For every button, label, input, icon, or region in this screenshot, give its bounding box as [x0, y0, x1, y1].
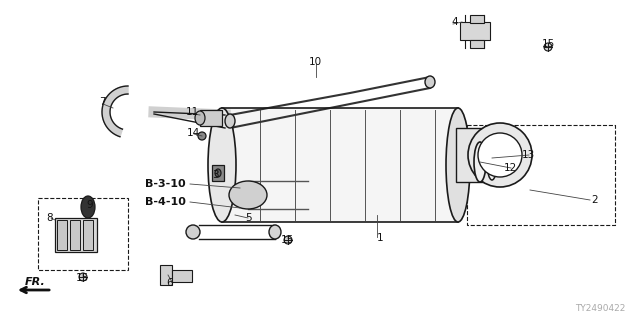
Bar — [470, 15, 484, 23]
Text: 9: 9 — [86, 200, 93, 210]
Ellipse shape — [225, 114, 235, 128]
Text: 15: 15 — [541, 39, 555, 49]
Ellipse shape — [487, 144, 497, 180]
Bar — [57, 220, 67, 250]
Text: 15: 15 — [76, 273, 88, 283]
Bar — [55, 218, 97, 252]
Bar — [160, 265, 172, 285]
Text: B-3-10: B-3-10 — [145, 179, 186, 189]
Text: 13: 13 — [522, 150, 534, 160]
Ellipse shape — [198, 132, 206, 140]
Text: 10: 10 — [308, 57, 321, 67]
Ellipse shape — [81, 196, 95, 218]
Ellipse shape — [79, 273, 87, 281]
Ellipse shape — [269, 225, 281, 239]
Ellipse shape — [468, 123, 532, 187]
Text: 14: 14 — [186, 128, 200, 138]
Bar — [172, 270, 192, 282]
Ellipse shape — [478, 133, 522, 177]
Text: 6: 6 — [166, 278, 173, 288]
Ellipse shape — [215, 169, 221, 177]
Bar — [467, 125, 615, 225]
Ellipse shape — [446, 108, 470, 222]
Text: 3: 3 — [212, 170, 218, 180]
Bar — [200, 110, 222, 126]
Text: 7: 7 — [99, 97, 106, 107]
Text: 12: 12 — [504, 163, 516, 173]
Text: 5: 5 — [244, 213, 252, 223]
Ellipse shape — [208, 108, 236, 222]
Text: 2: 2 — [592, 195, 598, 205]
Ellipse shape — [474, 142, 486, 182]
Ellipse shape — [195, 111, 205, 125]
Ellipse shape — [544, 43, 552, 51]
Ellipse shape — [186, 225, 200, 239]
Text: 1: 1 — [377, 233, 383, 243]
Ellipse shape — [284, 236, 292, 244]
Ellipse shape — [425, 76, 435, 88]
Polygon shape — [102, 86, 128, 137]
Text: FR.: FR. — [24, 277, 45, 287]
Text: 15: 15 — [280, 235, 294, 245]
Text: 4: 4 — [452, 17, 458, 27]
Ellipse shape — [229, 181, 267, 209]
Text: B-4-10: B-4-10 — [145, 197, 186, 207]
Bar — [83, 220, 93, 250]
Text: 8: 8 — [47, 213, 53, 223]
Bar — [222, 108, 458, 222]
Bar — [212, 165, 224, 181]
Bar — [456, 128, 500, 182]
Text: 11: 11 — [186, 107, 198, 117]
Bar — [460, 22, 490, 40]
Bar — [38, 198, 128, 270]
Bar — [70, 220, 80, 250]
Bar — [470, 40, 484, 48]
Text: TY2490422: TY2490422 — [575, 304, 625, 313]
